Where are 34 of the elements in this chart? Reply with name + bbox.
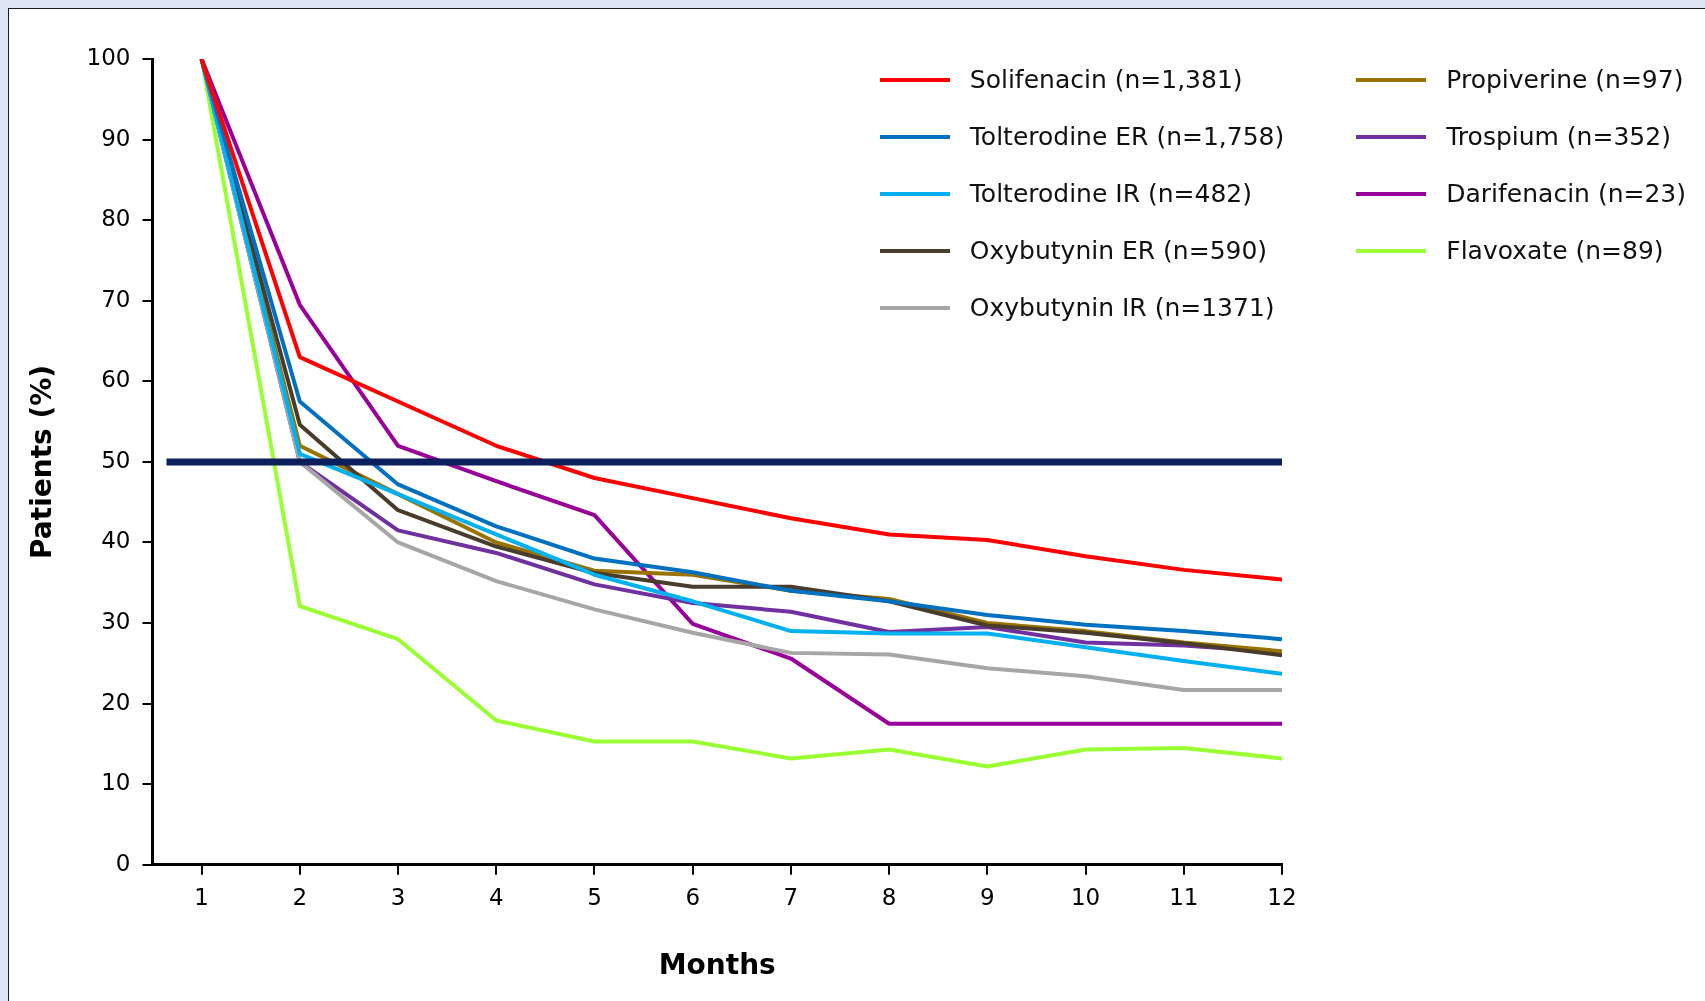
legend-label: Tolterodine ER (n=1,758) [969,122,1285,151]
x-tick-label: 12 [1267,883,1297,910]
y-tick-label: 20 [101,688,131,715]
legend-label: Tolterodine IR (n=482) [969,179,1252,208]
y-tick-label: 60 [101,366,131,393]
y-tick-label: 30 [101,608,131,635]
legend-label: Trospium (n=352) [1446,122,1671,151]
legend-label: Oxybutynin ER (n=590) [969,236,1268,265]
x-tick-label: 11 [1169,883,1199,910]
y-tick-label: 70 [101,285,131,312]
x-tick-label: 5 [587,883,602,910]
x-axis-title: Months [658,948,776,982]
y-tick-label: 100 [86,43,131,70]
x-tick-label: 4 [488,883,504,910]
y-axis-title: Patients (%) [25,364,59,559]
legend-label: Flavoxate (n=89) [1446,236,1664,265]
y-tick-label: 10 [101,769,131,796]
x-tick-label: 3 [390,883,406,910]
legend-label: Oxybutynin IR (n=1371) [969,293,1275,322]
legend-label: Solifenacin (n=1,381) [969,65,1243,94]
legend-label: Darifenacin (n=23) [1446,179,1686,208]
legend-label: Propiverine (n=97) [1446,65,1684,94]
x-tick-label: 1 [194,883,209,910]
x-tick-label: 6 [685,883,701,910]
x-tick-label: 10 [1070,883,1101,910]
x-tick-label: 2 [292,883,308,910]
x-tick-label: 8 [881,883,897,910]
y-tick-label: 40 [101,527,131,554]
y-tick-label: 50 [101,446,131,473]
y-tick-label: 0 [115,849,131,876]
x-tick-label: 7 [783,883,799,910]
y-tick-label: 80 [101,205,131,232]
y-tick-label: 90 [101,124,131,151]
x-tick-label: 9 [980,883,995,910]
